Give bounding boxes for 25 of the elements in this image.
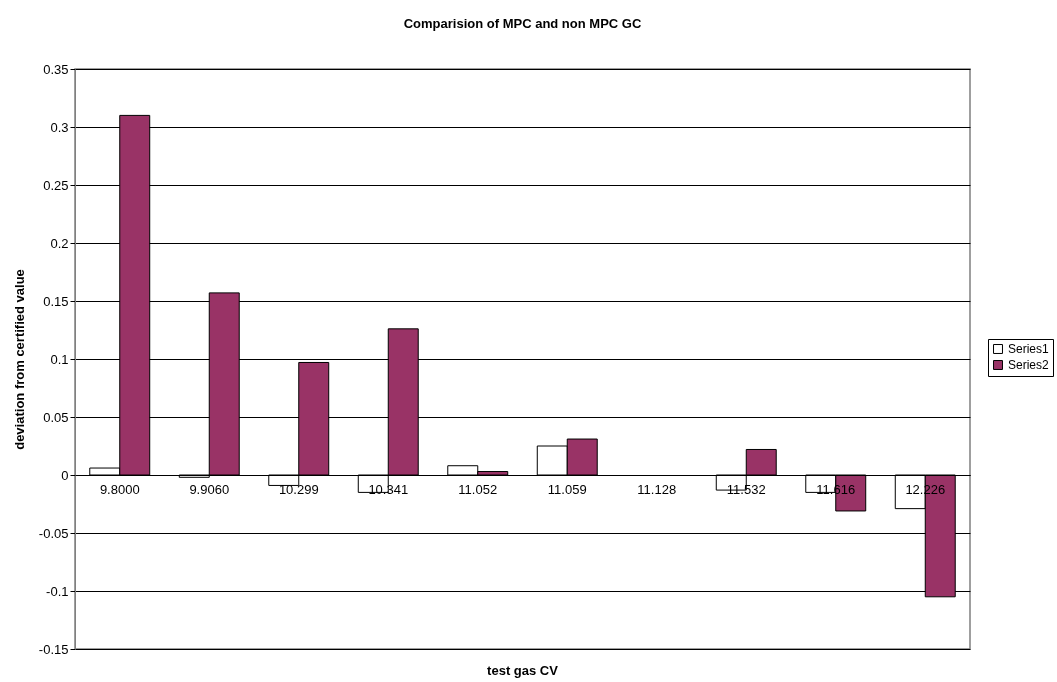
y-tick-label: -0.1 <box>46 583 69 599</box>
x-tick-label: 11.128 <box>637 481 677 497</box>
y-tick-label: 0.35 <box>43 61 69 77</box>
y-tick-label: 0.1 <box>50 351 69 367</box>
y-tick-label: 0.2 <box>50 235 69 251</box>
y-tick-label: 0 <box>61 467 69 483</box>
legend-label: Series2 <box>1008 358 1050 372</box>
x-tick-label: 11.059 <box>547 481 587 497</box>
x-tick-label: 10.299 <box>278 481 319 497</box>
y-tick-label: 0.3 <box>50 119 69 135</box>
y-tick-label: -0.05 <box>38 525 69 541</box>
x-tick-label: 12.226 <box>905 481 946 497</box>
legend-label: Series1 <box>1008 342 1050 356</box>
x-tick-label: 11.616 <box>816 481 856 497</box>
y-tick-label: 0.05 <box>43 409 69 425</box>
y-tick-label: 0.15 <box>43 293 69 309</box>
y-tick-label: -0.15 <box>38 641 69 657</box>
chart-title: Comparision of MPC and non MPC GC <box>403 16 642 31</box>
x-axis-title: test gas CV <box>487 663 559 678</box>
x-tick-label: 9.9060 <box>189 481 230 497</box>
x-tick-label: 11.532 <box>726 481 766 497</box>
y-tick-label: 0.25 <box>43 177 69 193</box>
x-tick-label: 11.052 <box>458 481 498 497</box>
y-axis-title: deviation from certified value <box>11 269 27 450</box>
x-tick-label: 9.8000 <box>99 481 140 497</box>
